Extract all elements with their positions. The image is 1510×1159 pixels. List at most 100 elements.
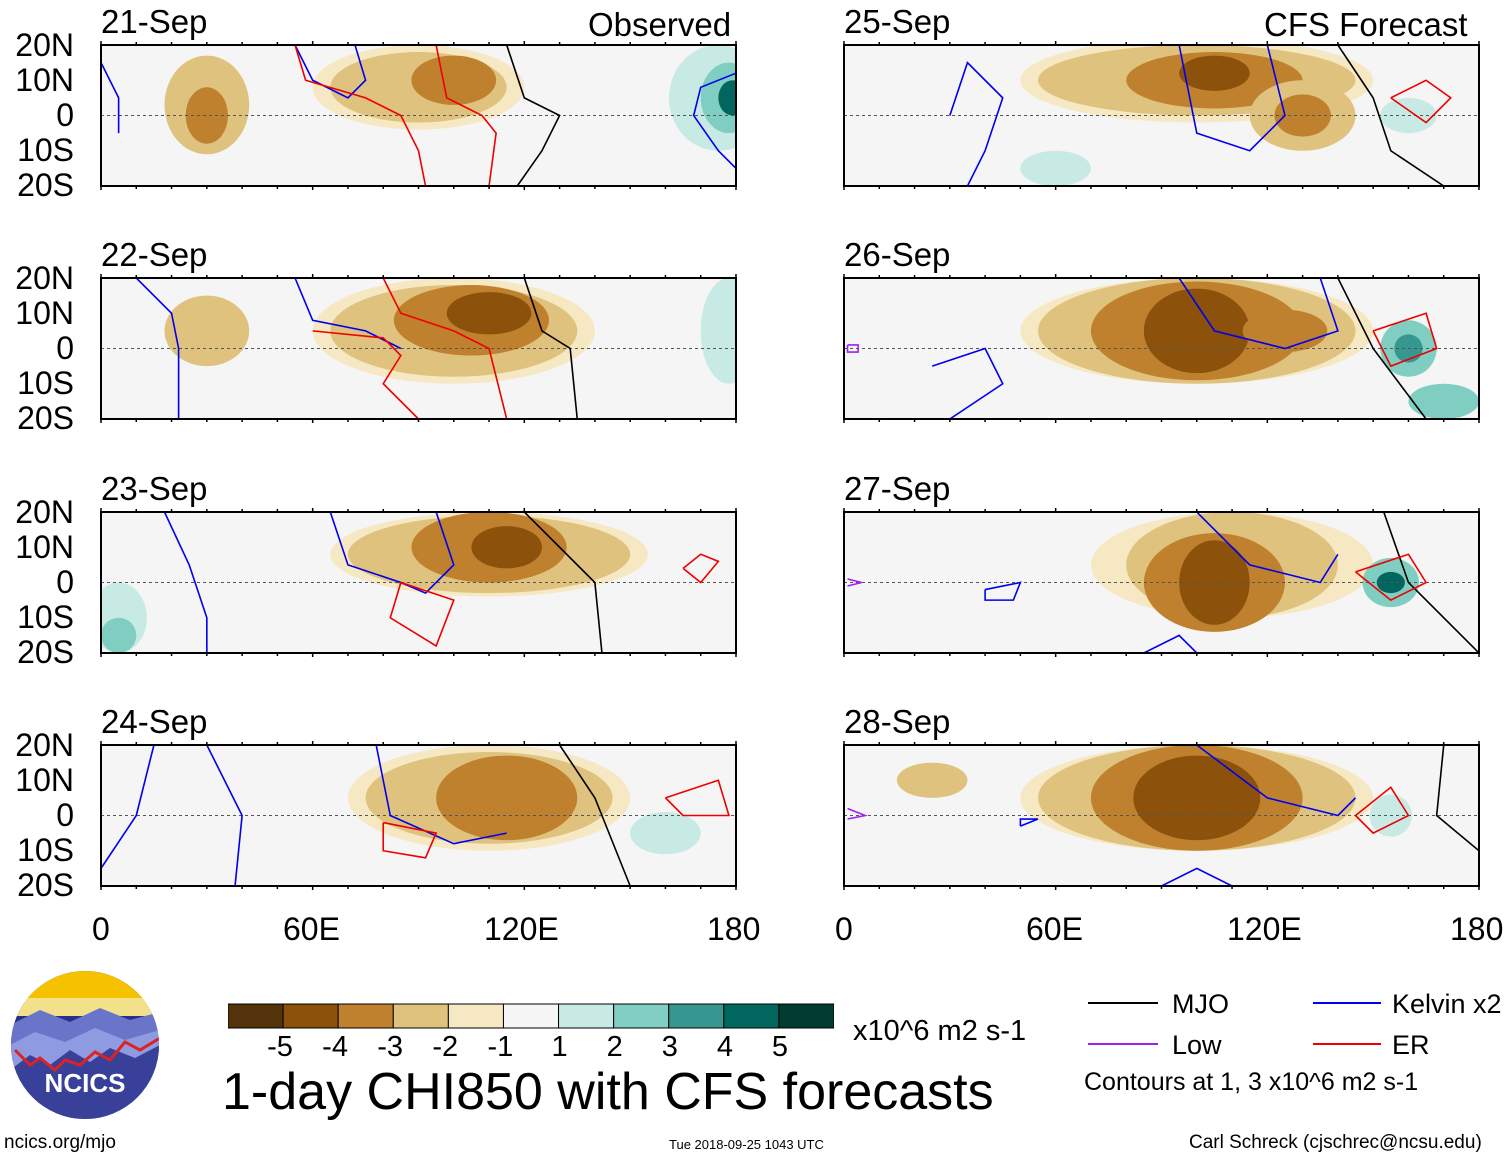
map-panel	[843, 741, 1480, 890]
colorbar-tick-label: 5	[771, 1031, 789, 1063]
mjo-contour	[523, 512, 603, 653]
colorbar-swatch	[668, 1003, 725, 1029]
map-panel	[100, 508, 737, 657]
lon-label: 120E	[1227, 911, 1302, 947]
lat-label: 20N	[15, 27, 74, 63]
mjo-contour	[523, 278, 579, 419]
kelvin-contour	[294, 278, 402, 350]
anomaly-region	[718, 80, 736, 116]
kelvin-contour	[135, 278, 180, 419]
map-panel	[843, 508, 1480, 657]
kelvin-contour	[949, 61, 1004, 186]
lat-label: 10N	[15, 62, 74, 98]
anomaly-region	[101, 617, 137, 653]
colorbar-tick-label: -4	[322, 1031, 348, 1063]
er-contour	[1372, 312, 1438, 368]
er-contour	[664, 779, 731, 817]
colorbar-tick-label: -3	[377, 1031, 404, 1063]
map-panel	[100, 741, 737, 890]
anomaly-region	[1242, 309, 1328, 353]
panel-date: 26-Sep	[844, 236, 951, 273]
colorbar-tick-label: -5	[267, 1031, 293, 1063]
colorbar-tick-label: -1	[487, 1031, 514, 1063]
lat-label: 10N	[15, 295, 74, 331]
map-panel	[843, 41, 1480, 190]
panel-date: 25-Sep	[844, 3, 951, 40]
kelvin-contour	[1019, 818, 1039, 827]
kelvin-contour	[206, 745, 243, 886]
colorbar-swatch	[392, 1003, 449, 1029]
kelvin-contour	[101, 62, 120, 134]
anomaly-region	[471, 526, 542, 569]
lon-label: 120E	[484, 911, 559, 947]
kelvin-contour	[1143, 634, 1198, 653]
lon-label: 60E	[283, 911, 340, 947]
map-panel	[100, 274, 737, 423]
footer-url: ncics.org/mjo	[4, 1132, 116, 1153]
er-contour	[435, 45, 497, 186]
colorbar-swatch	[447, 1003, 504, 1029]
lon-label: 60E	[1026, 911, 1083, 947]
kelvin-contour	[163, 512, 208, 653]
observed-header: Observed	[588, 6, 732, 43]
colorbar-swatch	[502, 1003, 560, 1029]
colorbar-swatch	[282, 1003, 339, 1029]
anomaly-region	[1408, 383, 1479, 419]
anomaly-region	[436, 755, 578, 841]
colorbar-swatch	[723, 1003, 780, 1029]
lat-label: 0	[56, 97, 74, 133]
forecast-header: CFS Forecast	[1264, 6, 1468, 43]
lat-label: 20S	[17, 400, 74, 436]
mjo-contour	[1435, 745, 1479, 852]
colorbar-swatch	[228, 1003, 284, 1029]
lat-label: 20N	[15, 260, 74, 296]
er-contour	[1354, 786, 1410, 835]
kelvin-contour	[101, 745, 155, 869]
er-contour	[382, 821, 438, 859]
panel-date: 23-Sep	[101, 470, 208, 507]
kelvin-contour	[984, 581, 1022, 601]
anomaly-region	[164, 295, 250, 367]
mjo-contour	[558, 745, 631, 886]
footer-author: Carl Schreck (cjschrec@ncsu.edu)	[1189, 1132, 1482, 1153]
legend-mjo: MJO	[1172, 989, 1229, 1019]
anomaly-region	[896, 762, 968, 798]
kelvin-contour	[329, 512, 455, 595]
lon-label: 180	[707, 911, 761, 947]
kelvin-contour	[1178, 278, 1339, 350]
colorbar-tick-label: 3	[661, 1031, 678, 1063]
low-contour	[847, 807, 868, 820]
legend-low: Low	[1172, 1030, 1222, 1060]
lon-label: 0	[92, 911, 110, 947]
kelvin-contour	[692, 72, 736, 169]
anomaly-region	[446, 292, 532, 335]
map-panel	[843, 274, 1480, 423]
kelvin-contour	[1161, 867, 1233, 886]
anomaly-region	[630, 811, 701, 855]
lon-label: 180	[1450, 911, 1504, 947]
lat-label: 20S	[17, 167, 74, 203]
kelvin-contour	[1196, 745, 1357, 817]
colorbar-swatch	[337, 1003, 394, 1029]
lat-label: 0	[56, 564, 74, 600]
lat-label: 20N	[15, 727, 74, 763]
lat-label: 20S	[17, 634, 74, 670]
kelvin-contour	[1196, 512, 1339, 584]
anomaly-region	[185, 87, 228, 144]
er-contour	[682, 553, 720, 584]
mjo-contour	[1337, 45, 1445, 186]
colorbar-swatch	[613, 1003, 670, 1029]
anomaly-region	[700, 278, 736, 384]
legend-kelvin-line	[1313, 1002, 1381, 1004]
er-contour	[382, 278, 508, 419]
er-contour	[312, 330, 420, 419]
colorbar-swatch	[558, 1003, 615, 1029]
legend-low-line	[1088, 1043, 1158, 1045]
kelvin-contour	[1178, 45, 1286, 152]
panel-date: 27-Sep	[844, 470, 951, 507]
colorbar-tick-label: 4	[716, 1031, 733, 1063]
low-contour	[847, 578, 862, 587]
colorbar-swatch	[778, 1003, 834, 1029]
er-contour	[294, 45, 427, 186]
